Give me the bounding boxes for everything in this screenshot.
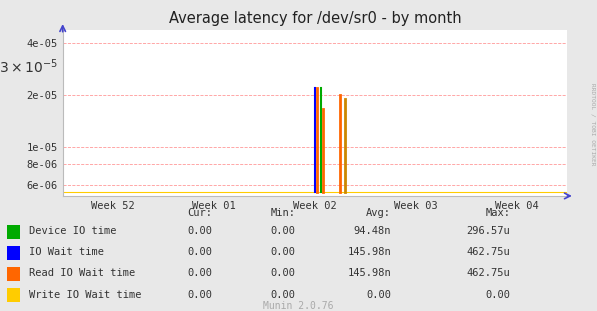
Text: Read IO Wait time: Read IO Wait time — [29, 268, 135, 278]
Text: Write IO Wait time: Write IO Wait time — [29, 290, 141, 299]
Text: Munin 2.0.76: Munin 2.0.76 — [263, 300, 334, 310]
Text: 0.00: 0.00 — [485, 290, 510, 299]
Title: Average latency for /dev/sr0 - by month: Average latency for /dev/sr0 - by month — [168, 11, 461, 26]
Text: 0.00: 0.00 — [187, 290, 212, 299]
Text: 145.98n: 145.98n — [347, 268, 391, 278]
Text: Device IO time: Device IO time — [29, 226, 116, 236]
Text: 0.00: 0.00 — [270, 226, 296, 236]
Text: 296.57u: 296.57u — [467, 226, 510, 236]
Text: RRDTOOL / TOBI OETIKER: RRDTOOL / TOBI OETIKER — [590, 83, 595, 166]
Text: 0.00: 0.00 — [270, 290, 296, 299]
Text: 0.00: 0.00 — [270, 268, 296, 278]
Text: Max:: Max: — [485, 208, 510, 218]
Text: 145.98n: 145.98n — [347, 247, 391, 257]
Text: IO Wait time: IO Wait time — [29, 247, 104, 257]
Text: Avg:: Avg: — [366, 208, 391, 218]
Text: 0.00: 0.00 — [187, 226, 212, 236]
Text: 0.00: 0.00 — [270, 247, 296, 257]
Text: 0.00: 0.00 — [187, 247, 212, 257]
Text: 0.00: 0.00 — [366, 290, 391, 299]
Text: 462.75u: 462.75u — [467, 247, 510, 257]
Text: 462.75u: 462.75u — [467, 268, 510, 278]
Text: 0.00: 0.00 — [187, 268, 212, 278]
Text: Cur:: Cur: — [187, 208, 212, 218]
Text: 94.48n: 94.48n — [353, 226, 391, 236]
Text: Min:: Min: — [270, 208, 296, 218]
